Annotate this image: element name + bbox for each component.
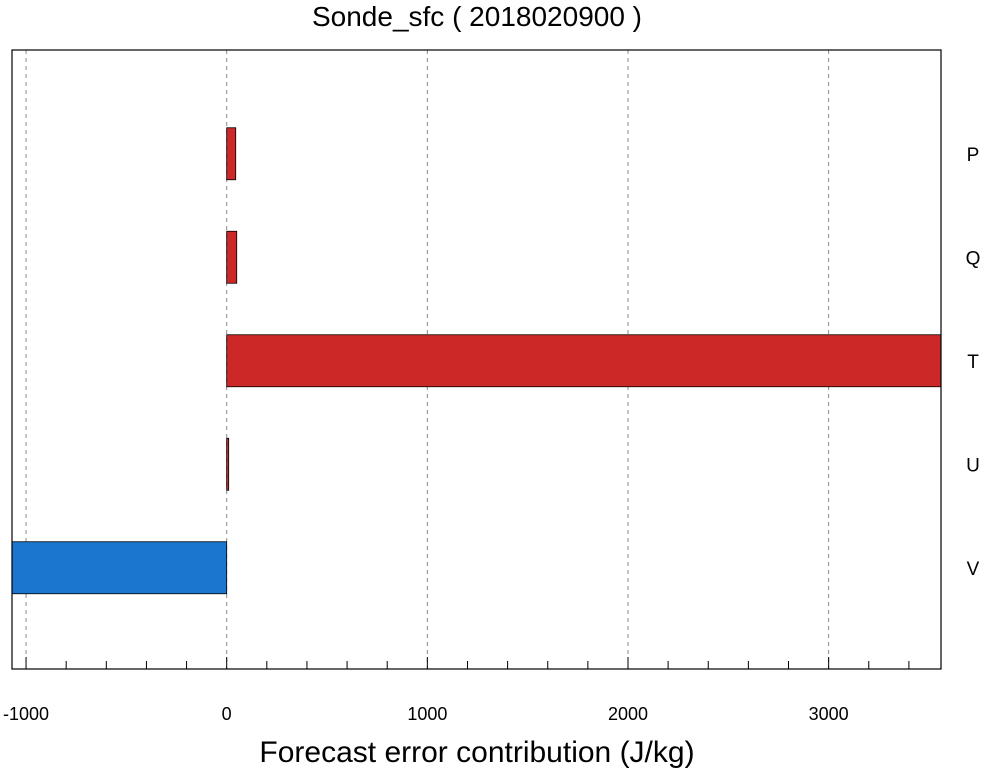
x-axis-label: Forecast error contribution (J/kg) (259, 736, 694, 768)
category-label-u: U (966, 455, 980, 476)
x-tick-label: 3000 (809, 704, 849, 724)
bar-u (226, 437, 230, 491)
category-label-t: T (967, 352, 979, 373)
bar-v (11, 541, 228, 595)
plot-frame (11, 49, 942, 670)
category-labels: P Q T U V (966, 145, 981, 580)
x-tick-label: -1000 (3, 704, 49, 724)
x-tick-label: 0 (222, 704, 232, 724)
category-label-q: Q (966, 248, 981, 269)
category-label-v: V (967, 559, 980, 580)
bar-q (226, 230, 238, 284)
x-tick-label: 1000 (407, 704, 447, 724)
bar-p (226, 127, 237, 181)
x-tick-label: 2000 (608, 704, 648, 724)
category-label-p: P (967, 145, 980, 166)
x-axis-ticks (25, 657, 910, 669)
bar-t (226, 334, 942, 388)
x-axis-tick-labels: -1000 0 1000 2000 3000 (3, 704, 849, 724)
chart-title: Sonde_sfc ( 2018020900 ) (312, 1, 642, 32)
bars (11, 127, 942, 595)
